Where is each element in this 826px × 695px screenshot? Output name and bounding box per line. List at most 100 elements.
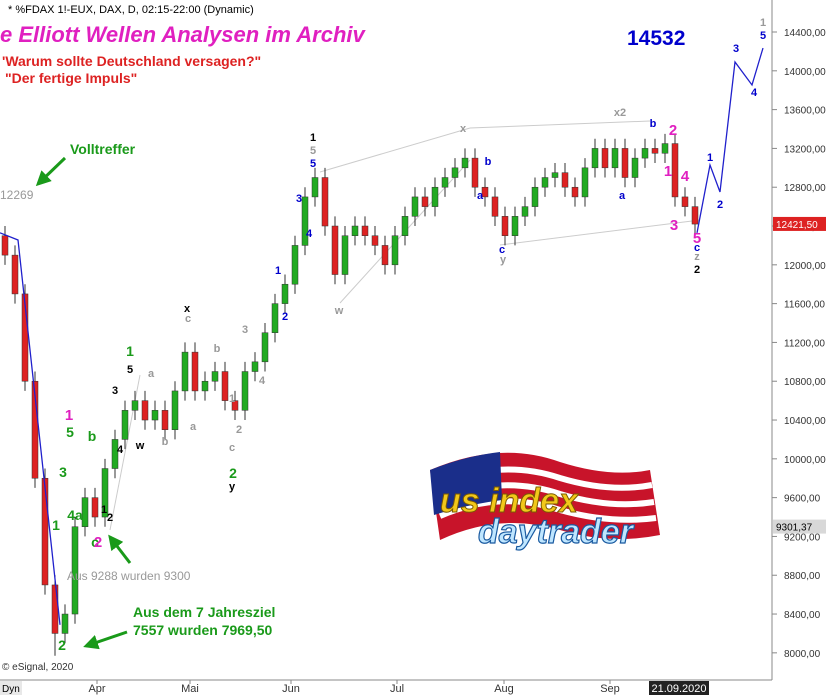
wave-label: 2 [58, 637, 66, 653]
wave-label: 1 [310, 132, 316, 144]
candle-body [511, 216, 519, 236]
wave-label: 5 [693, 230, 701, 247]
candle-body [41, 477, 49, 586]
logo-text: us index [440, 482, 580, 520]
candle-body [231, 400, 239, 411]
wave-label: c [694, 242, 700, 254]
date-box-label: 21.09.2020 [651, 683, 706, 695]
annotation: Volltreffer [70, 141, 136, 157]
wave-label: 5 [310, 158, 316, 170]
wave-label: 4 [117, 444, 124, 456]
y-tick-label: 11200,00 [784, 338, 825, 349]
candle-body [341, 235, 349, 275]
wave-label: 4 [681, 168, 690, 185]
candle-body [431, 186, 439, 207]
wave-label: w [334, 305, 344, 317]
price-box-label: 9301,37 [776, 523, 813, 534]
wave-label: y [229, 481, 236, 493]
corner-label: Dyn [2, 684, 20, 695]
candle-body [641, 148, 649, 159]
candle-body [271, 303, 279, 333]
candle-body [161, 410, 169, 430]
candle-body [471, 157, 479, 188]
wave-label: z [694, 251, 700, 263]
candle-body [361, 225, 369, 236]
x-tick-label: Aug [494, 683, 514, 695]
x-tick-label: Apr [88, 683, 105, 695]
price-box-label: 12421,50 [776, 220, 818, 231]
candle-body [71, 526, 79, 615]
candle-body [321, 177, 329, 227]
y-tick-label: 8800,00 [784, 571, 821, 582]
candle-body [571, 186, 579, 198]
y-tick-label: 12800,00 [784, 183, 826, 194]
arrow [108, 534, 132, 564]
y-tick-label: 10800,00 [784, 377, 826, 388]
wave-label: 2 [717, 199, 723, 211]
price-box [773, 519, 826, 534]
wave-label: 5 [310, 145, 316, 157]
candle-body [441, 177, 449, 188]
candle-body [131, 400, 139, 411]
y-axis-panel [772, 0, 826, 695]
candle-body [611, 148, 619, 169]
subtitle: "Der fertige Impuls" [5, 70, 137, 86]
candle-body [141, 400, 149, 421]
wave-label: 2 [94, 534, 102, 551]
candle-body [61, 613, 69, 634]
candle-body [171, 390, 179, 430]
x-tick-label: Sep [600, 683, 620, 695]
wave-label: 1 [707, 152, 713, 164]
candle-body [601, 148, 609, 169]
wave-label: x [460, 123, 467, 135]
candle-body [671, 143, 679, 198]
candle-body [461, 157, 469, 169]
candle-body [201, 380, 209, 392]
corner-box [0, 681, 22, 695]
candle-body [241, 371, 249, 411]
candle-body [561, 172, 569, 188]
channel-line [469, 120, 651, 129]
candle-body [681, 196, 689, 207]
candle-body [401, 216, 409, 236]
wave-path [696, 47, 764, 234]
channel-line [319, 127, 471, 173]
wave-label: c [499, 244, 505, 256]
candle-body [81, 497, 89, 527]
y-tick-label: 12000,00 [784, 261, 826, 272]
y-tick-label: 8000,00 [784, 649, 821, 660]
candle-body [491, 196, 499, 217]
logo-text: daytrader [478, 513, 635, 551]
wave-label: c [91, 534, 99, 550]
wave-label: 2 [236, 424, 242, 436]
candle-body [11, 254, 19, 295]
y-tick-label: 11600,00 [784, 300, 825, 311]
wave-label: 5 [760, 30, 766, 42]
candle-body [1, 235, 9, 256]
candle-body [501, 216, 509, 236]
annotation: Aus 9288 wurden 9300 [67, 569, 191, 583]
wave-label: 1 [126, 343, 134, 359]
wave-label: 1 [664, 163, 672, 180]
wave-label: a [190, 421, 197, 433]
y-tick-label: 13600,00 [784, 106, 826, 117]
wave-label: 4 [306, 228, 313, 240]
candle-body [521, 206, 529, 217]
wave-label: 2 [107, 512, 113, 524]
candle-body [31, 380, 39, 479]
wave-label: 4 [259, 375, 266, 387]
wave-label: a [148, 368, 155, 380]
wave-label: 5 [127, 364, 133, 376]
wave-label: b [162, 436, 169, 448]
wave-label: 1 [101, 504, 107, 516]
wave-label: 3 [670, 217, 678, 234]
wave-label: 1 [52, 517, 60, 533]
y-tick-label: 13200,00 [784, 144, 826, 155]
wave-label: 1 [65, 407, 73, 424]
candle-body [281, 283, 289, 304]
candle-body [621, 148, 629, 178]
wave-label: 2 [229, 465, 237, 481]
candle-body [251, 361, 259, 372]
